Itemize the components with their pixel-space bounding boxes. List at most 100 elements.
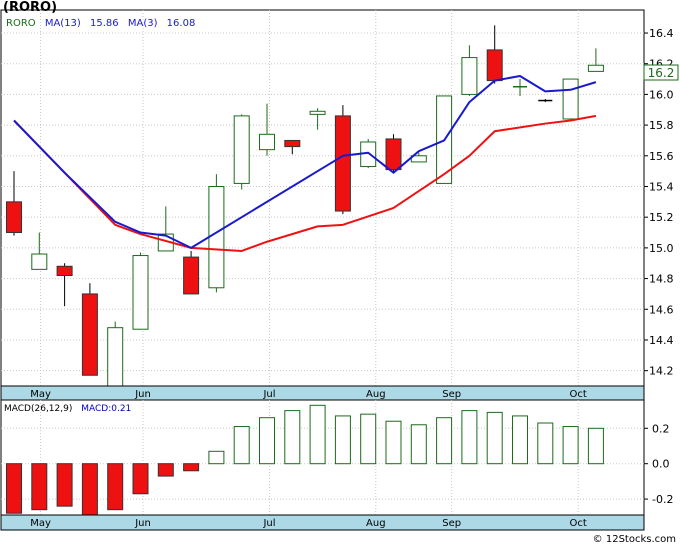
candle-body	[334, 115, 351, 212]
candle	[233, 114, 250, 190]
macd-xtick-label: Oct	[570, 518, 587, 529]
macd-bar	[486, 411, 503, 465]
candle	[81, 283, 98, 376]
candle-body	[81, 293, 98, 376]
macd-ytick-label: -0.2	[652, 493, 673, 506]
price-ytick-label: 14.2	[649, 365, 674, 378]
macd-ytick-label: 0.0	[652, 458, 670, 471]
candle	[587, 48, 604, 72]
price-x-axis: May Jun Jul Aug Sep Oct	[30, 389, 587, 400]
price-panel: 14.2 14.4 14.6 14.8 15.0 15.2 15.4 15.6 15.8 16.0…	[0, 9, 679, 401]
macd-bar	[512, 415, 528, 465]
macd-bar	[537, 422, 554, 465]
legend-symbol-label: RORO	[6, 18, 36, 29]
last-price-tag-label: 16.2	[648, 66, 675, 80]
footer-credit: © 12Stocks.com	[593, 534, 676, 545]
price-xtick-label: Oct	[570, 389, 587, 400]
candle	[56, 263, 73, 307]
price-ytick-label: 15.2	[649, 211, 674, 224]
candle-body	[486, 49, 503, 82]
candle-body	[461, 57, 478, 95]
macd-ytick-label: 0.2	[652, 422, 670, 435]
macd-x-axis: May Jun Jul Aug Sep Oct	[30, 518, 587, 529]
candle-body	[587, 64, 604, 72]
ma13-line	[13, 114, 597, 252]
macd-panel: 0.2 0.0 -0.2 May Jun Jul Aug Sep Oct MACD(26,12…	[0, 399, 673, 531]
macd-bar	[6, 463, 22, 514]
macd-bar	[284, 410, 301, 465]
candle	[259, 103, 275, 156]
legend-ma13-label: MA(13)	[45, 18, 81, 29]
candle-body	[259, 133, 275, 151]
price-ytick-label: 15.8	[649, 119, 674, 132]
candle	[385, 134, 402, 173]
macd-xtick-label: Sep	[442, 518, 461, 529]
price-marks	[6, 25, 604, 386]
macd-bar	[233, 426, 250, 465]
price-legend: RORO MA(13) 15.86 MA(3) 16.08	[6, 18, 195, 29]
macd-bar	[31, 463, 48, 511]
macd-xtick-label: Jul	[262, 518, 275, 529]
candle	[309, 108, 326, 130]
macd-y-axis: 0.2 0.0 -0.2	[644, 422, 673, 506]
price-ytick-label: 16.0	[649, 88, 674, 101]
macd-bar	[410, 424, 427, 465]
macd-bar	[81, 463, 98, 516]
candle	[132, 252, 149, 330]
macd-bars	[6, 404, 604, 516]
candle-body	[284, 139, 301, 148]
price-ytick-label: 14.6	[649, 303, 674, 316]
macd-bar	[562, 426, 579, 465]
legend-ma13-value: 15.86	[90, 18, 119, 29]
macd-bar	[385, 420, 402, 465]
candle	[31, 232, 48, 270]
candle	[461, 45, 478, 96]
candle	[107, 321, 124, 386]
macd-xtick-label: Aug	[366, 518, 386, 529]
candle	[486, 25, 503, 84]
candle	[284, 139, 301, 155]
macd-legend-label: MACD(26,12,9)	[4, 404, 72, 414]
price-xtick-label: Aug	[366, 389, 386, 400]
price-x-axis-band	[0, 385, 645, 401]
macd-bar	[309, 404, 326, 465]
macd-bar	[360, 413, 377, 465]
price-grid	[1, 10, 644, 386]
macd-xtick-label: May	[30, 518, 51, 529]
candle-body	[107, 327, 124, 386]
macd-bar	[107, 463, 124, 511]
macd-bar	[132, 463, 149, 495]
macd-bar	[56, 463, 73, 507]
candle-body	[56, 265, 73, 277]
candle	[334, 105, 351, 215]
candle-body	[6, 201, 22, 234]
price-xtick-label: May	[30, 389, 51, 400]
price-ytick-label: 15.4	[649, 180, 674, 193]
candle-body	[183, 256, 200, 295]
candle	[562, 78, 579, 120]
candle	[513, 79, 527, 96]
macd-bar	[208, 450, 225, 465]
candle-body	[233, 115, 250, 184]
chart-symbol-title: (RORO)	[3, 0, 57, 15]
price-ytick-label: 16.4	[649, 27, 674, 40]
last-price-tag: 16.2	[643, 64, 679, 81]
last-price-tag-box	[643, 64, 679, 81]
macd-bar	[461, 410, 478, 465]
macd-legend: MACD(26,12,9) MACD:0.21	[4, 404, 131, 414]
candle	[183, 250, 200, 295]
candle-body	[562, 78, 579, 120]
price-ytick-label: 14.4	[649, 334, 674, 347]
legend-ma3-value: 16.08	[167, 18, 196, 29]
candle	[538, 99, 553, 103]
price-xtick-label: Jul	[262, 389, 275, 400]
candle	[208, 174, 225, 293]
price-ytick-label: 15.6	[649, 150, 674, 163]
macd-bar	[259, 417, 275, 465]
ma3-line	[13, 74, 597, 249]
price-plot-frame	[0, 9, 645, 387]
price-xtick-label: Sep	[442, 389, 461, 400]
price-y-axis: 14.2 14.4 14.6 14.8 15.0 15.2 15.4 15.6 15.8 16.0…	[644, 27, 674, 378]
macd-bar	[587, 427, 604, 465]
